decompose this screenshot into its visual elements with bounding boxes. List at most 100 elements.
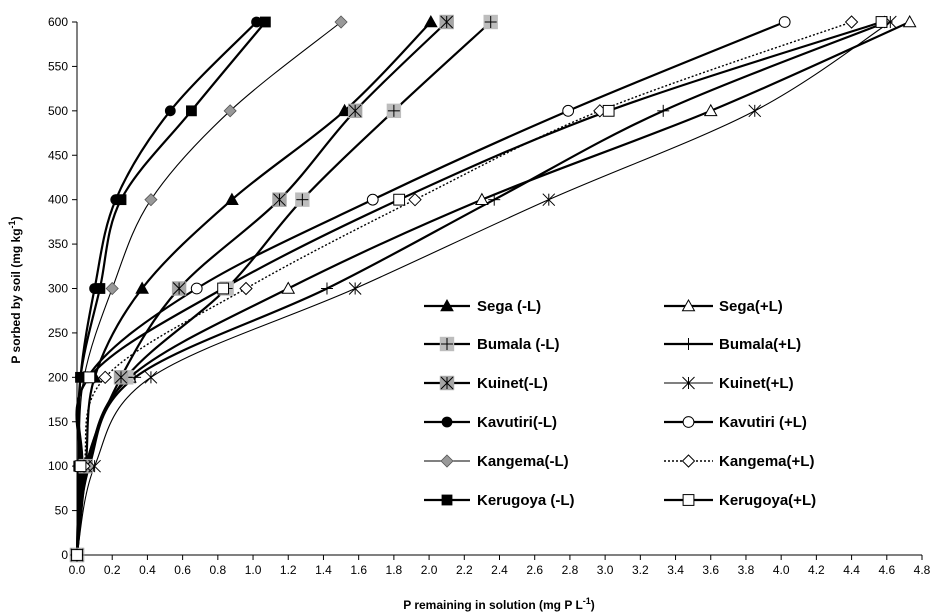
- legend-label: Sega (-L): [477, 298, 541, 315]
- data-point: [98, 370, 112, 385]
- x-tick-label: 4.4: [843, 563, 860, 577]
- data-point: [386, 103, 402, 119]
- series-line: [75, 21, 448, 556]
- data-point: [105, 281, 119, 296]
- legend-label: Bumala(+L): [719, 336, 801, 353]
- x-tick-label: 4.6: [878, 563, 895, 577]
- data-point: [272, 192, 287, 207]
- x-tick-label: 0.0: [69, 563, 86, 577]
- data-point: [488, 193, 501, 206]
- x-tick-label: 2.8: [562, 563, 579, 577]
- legend-label: Kuinet(+L): [719, 375, 794, 392]
- data-point: [113, 370, 129, 385]
- y-tick-label: 300: [48, 282, 68, 296]
- legend-marker: [682, 376, 695, 390]
- x-tick-label: 2.4: [491, 563, 508, 577]
- y-tick-label: 200: [48, 370, 68, 384]
- legend-label: Kangema(+L): [719, 453, 814, 470]
- x-tick-label: 3.0: [597, 563, 614, 577]
- x-tick-label: 2.0: [421, 563, 438, 577]
- data-point: [135, 281, 149, 294]
- data-point: [259, 16, 271, 28]
- legend-marker: [441, 416, 453, 428]
- y-tick-label: 600: [48, 15, 68, 29]
- x-tick-label: 0.6: [174, 563, 191, 577]
- y-axis-title-main: P sorbed by soil (mg kg: [9, 228, 23, 363]
- y-axis-title: P sorbed by soil (mg kg-1): [7, 216, 23, 363]
- data-point: [190, 282, 203, 295]
- data-point: [337, 103, 352, 117]
- data-point: [439, 14, 454, 30]
- data-point: [239, 281, 253, 296]
- data-point: [748, 104, 762, 118]
- data-point: [348, 282, 362, 295]
- legend: Sega (-L) Sega(+L) Bumala (-L) Bumala(+L) Ku…: [424, 298, 816, 509]
- legend-item: Kerugoya(+L): [664, 492, 816, 509]
- legend-marker: [682, 494, 695, 506]
- legend-label: Kavutiri (+L): [719, 414, 807, 431]
- data-point: [778, 16, 791, 28]
- series-line: [75, 20, 882, 556]
- x-axis-title-main: P remaining in solution (mg P L: [403, 598, 583, 612]
- series-line: [75, 20, 786, 556]
- x-tick-label: 4.2: [808, 563, 825, 577]
- data-point: [223, 104, 237, 118]
- legend-item: Kangema(-L): [424, 453, 569, 470]
- legend-item: Kangema(+L): [664, 453, 814, 470]
- data-point: [408, 192, 422, 207]
- data-point: [366, 193, 379, 206]
- data-point: [703, 103, 718, 117]
- data-point: [602, 104, 615, 117]
- legend-label: Kuinet(-L): [477, 375, 548, 392]
- legend-label: Bumala (-L): [477, 336, 560, 353]
- x-axis-title-sup: -1: [583, 596, 591, 606]
- x-tick-label: 3.2: [632, 563, 649, 577]
- y-ticks: 0 50 100 150 200 250 300 350 400 450 500 550 600: [48, 15, 77, 562]
- data-point: [393, 193, 406, 206]
- data-point: [74, 460, 87, 473]
- x-tick-label: 0.8: [209, 563, 226, 577]
- legend-label: Kangema(-L): [477, 453, 569, 470]
- x-tick-label: 0.2: [104, 563, 121, 577]
- x-ticks: 0.0 0.2 0.4 0.6 0.8 1.0 1.2 1.4 1.6 1.8 2.0 2.2 2.4 2…: [69, 555, 931, 577]
- y-axis-title-sup: -1: [7, 220, 17, 228]
- data-point: [83, 371, 96, 384]
- data-point: [144, 193, 158, 207]
- y-tick-label: 550: [48, 59, 68, 73]
- x-tick-label: 2.2: [456, 563, 473, 577]
- data-point: [115, 194, 127, 206]
- y-tick-label: 350: [48, 237, 68, 251]
- data-point: [875, 16, 888, 28]
- x-tick-label: 3.8: [738, 563, 755, 577]
- legend-label: Sega(+L): [719, 298, 783, 315]
- data-point: [657, 104, 670, 117]
- series-line: [75, 20, 888, 556]
- data-point: [320, 282, 333, 295]
- legend-item: Kuinet(+L): [664, 375, 794, 392]
- x-tick-label: 1.6: [350, 563, 367, 577]
- data-point: [251, 16, 262, 28]
- data-point: [144, 370, 158, 384]
- x-axis-title: P remaining in solution (mg P L-1): [403, 596, 595, 612]
- data-point: [844, 15, 859, 29]
- legend-marker: [682, 338, 695, 350]
- y-tick-label: 500: [48, 104, 68, 118]
- data-point: [71, 549, 83, 561]
- data-point: [186, 105, 197, 117]
- legend-marker: [440, 298, 454, 312]
- series-line: [75, 21, 432, 556]
- data-point: [217, 282, 230, 295]
- y-tick-label: 400: [48, 193, 68, 207]
- data-point: [334, 15, 348, 29]
- legend-item: Kavutiri(-L): [424, 414, 557, 431]
- x-axis-title-tail: ): [591, 598, 595, 612]
- data-point: [423, 14, 438, 28]
- series-markers: [69, 14, 917, 563]
- legend-marker: [681, 298, 696, 312]
- x-tick-label: 1.8: [386, 563, 403, 577]
- legend-label: Kerugoya (-L): [477, 492, 575, 509]
- legend-label: Kavutiri(-L): [477, 414, 557, 431]
- data-point: [281, 281, 296, 294]
- legend-marker: [682, 416, 695, 428]
- legend-item: Kuinet(-L): [424, 375, 548, 392]
